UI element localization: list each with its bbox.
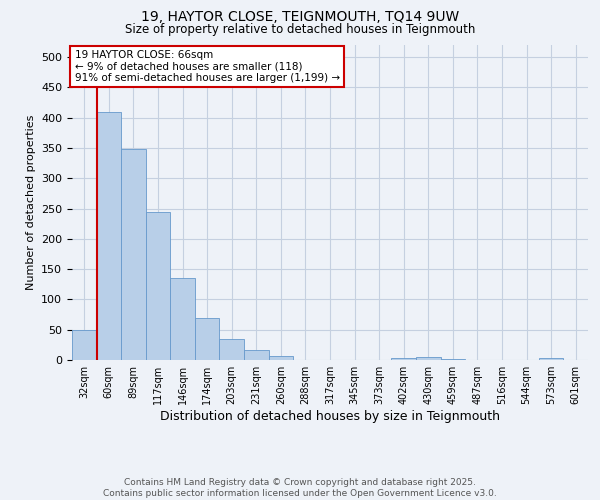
Text: 19, HAYTOR CLOSE, TEIGNMOUTH, TQ14 9UW: 19, HAYTOR CLOSE, TEIGNMOUTH, TQ14 9UW — [141, 10, 459, 24]
X-axis label: Distribution of detached houses by size in Teignmouth: Distribution of detached houses by size … — [160, 410, 500, 423]
Text: Contains HM Land Registry data © Crown copyright and database right 2025.
Contai: Contains HM Land Registry data © Crown c… — [103, 478, 497, 498]
Bar — [391, 358, 416, 360]
Bar — [170, 278, 195, 360]
Bar — [72, 330, 97, 360]
Text: Size of property relative to detached houses in Teignmouth: Size of property relative to detached ho… — [125, 22, 475, 36]
Bar — [244, 350, 269, 360]
Bar — [416, 357, 440, 360]
Bar — [195, 318, 220, 360]
Bar — [121, 149, 146, 360]
Bar — [146, 212, 170, 360]
Bar — [269, 356, 293, 360]
Bar — [97, 112, 121, 360]
Bar — [440, 359, 465, 360]
Bar — [220, 339, 244, 360]
Y-axis label: Number of detached properties: Number of detached properties — [26, 115, 35, 290]
Text: 19 HAYTOR CLOSE: 66sqm
← 9% of detached houses are smaller (118)
91% of semi-det: 19 HAYTOR CLOSE: 66sqm ← 9% of detached … — [74, 50, 340, 83]
Bar — [539, 358, 563, 360]
